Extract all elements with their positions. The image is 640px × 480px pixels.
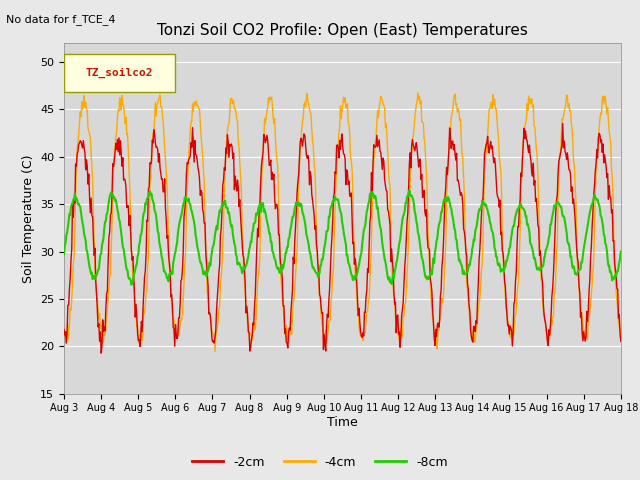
-2cm: [97, 350, 105, 356]
-4cm: [184, 168, 192, 174]
-4cm: [617, 330, 625, 336]
Line: -4cm: -4cm: [64, 93, 621, 351]
-2cm: [70, 196, 78, 202]
-4cm: [211, 348, 219, 354]
-8cm: [406, 188, 413, 193]
-8cm: [128, 281, 136, 287]
X-axis label: Time: Time: [327, 416, 358, 429]
Line: -8cm: -8cm: [64, 191, 621, 285]
Text: No data for f_TCE_4: No data for f_TCE_4: [6, 14, 116, 25]
Legend: -2cm, -4cm, -8cm: -2cm, -4cm, -8cm: [187, 451, 453, 474]
-8cm: [127, 282, 135, 288]
-4cm: [70, 254, 78, 260]
-4cm: [214, 318, 222, 324]
-2cm: [60, 326, 68, 332]
-4cm: [428, 307, 436, 312]
-8cm: [617, 249, 625, 254]
-2cm: [428, 281, 435, 287]
-8cm: [214, 217, 222, 223]
-4cm: [60, 336, 68, 341]
Text: TZ_soilco2: TZ_soilco2: [86, 68, 154, 78]
-8cm: [70, 197, 78, 203]
FancyBboxPatch shape: [64, 54, 175, 92]
Title: Tonzi Soil CO2 Profile: Open (East) Temperatures: Tonzi Soil CO2 Profile: Open (East) Temp…: [157, 23, 528, 38]
-2cm: [214, 281, 222, 287]
-2cm: [128, 257, 136, 263]
-2cm: [617, 338, 625, 344]
-4cm: [127, 248, 135, 254]
-8cm: [60, 251, 68, 257]
-8cm: [185, 196, 193, 202]
-4cm: [414, 90, 422, 96]
-8cm: [412, 212, 419, 218]
-2cm: [185, 156, 193, 162]
-8cm: [428, 272, 436, 277]
-2cm: [411, 148, 419, 154]
Line: -2cm: -2cm: [64, 123, 621, 353]
-2cm: [559, 120, 566, 126]
-4cm: [411, 115, 419, 120]
Y-axis label: Soil Temperature (C): Soil Temperature (C): [22, 154, 35, 283]
